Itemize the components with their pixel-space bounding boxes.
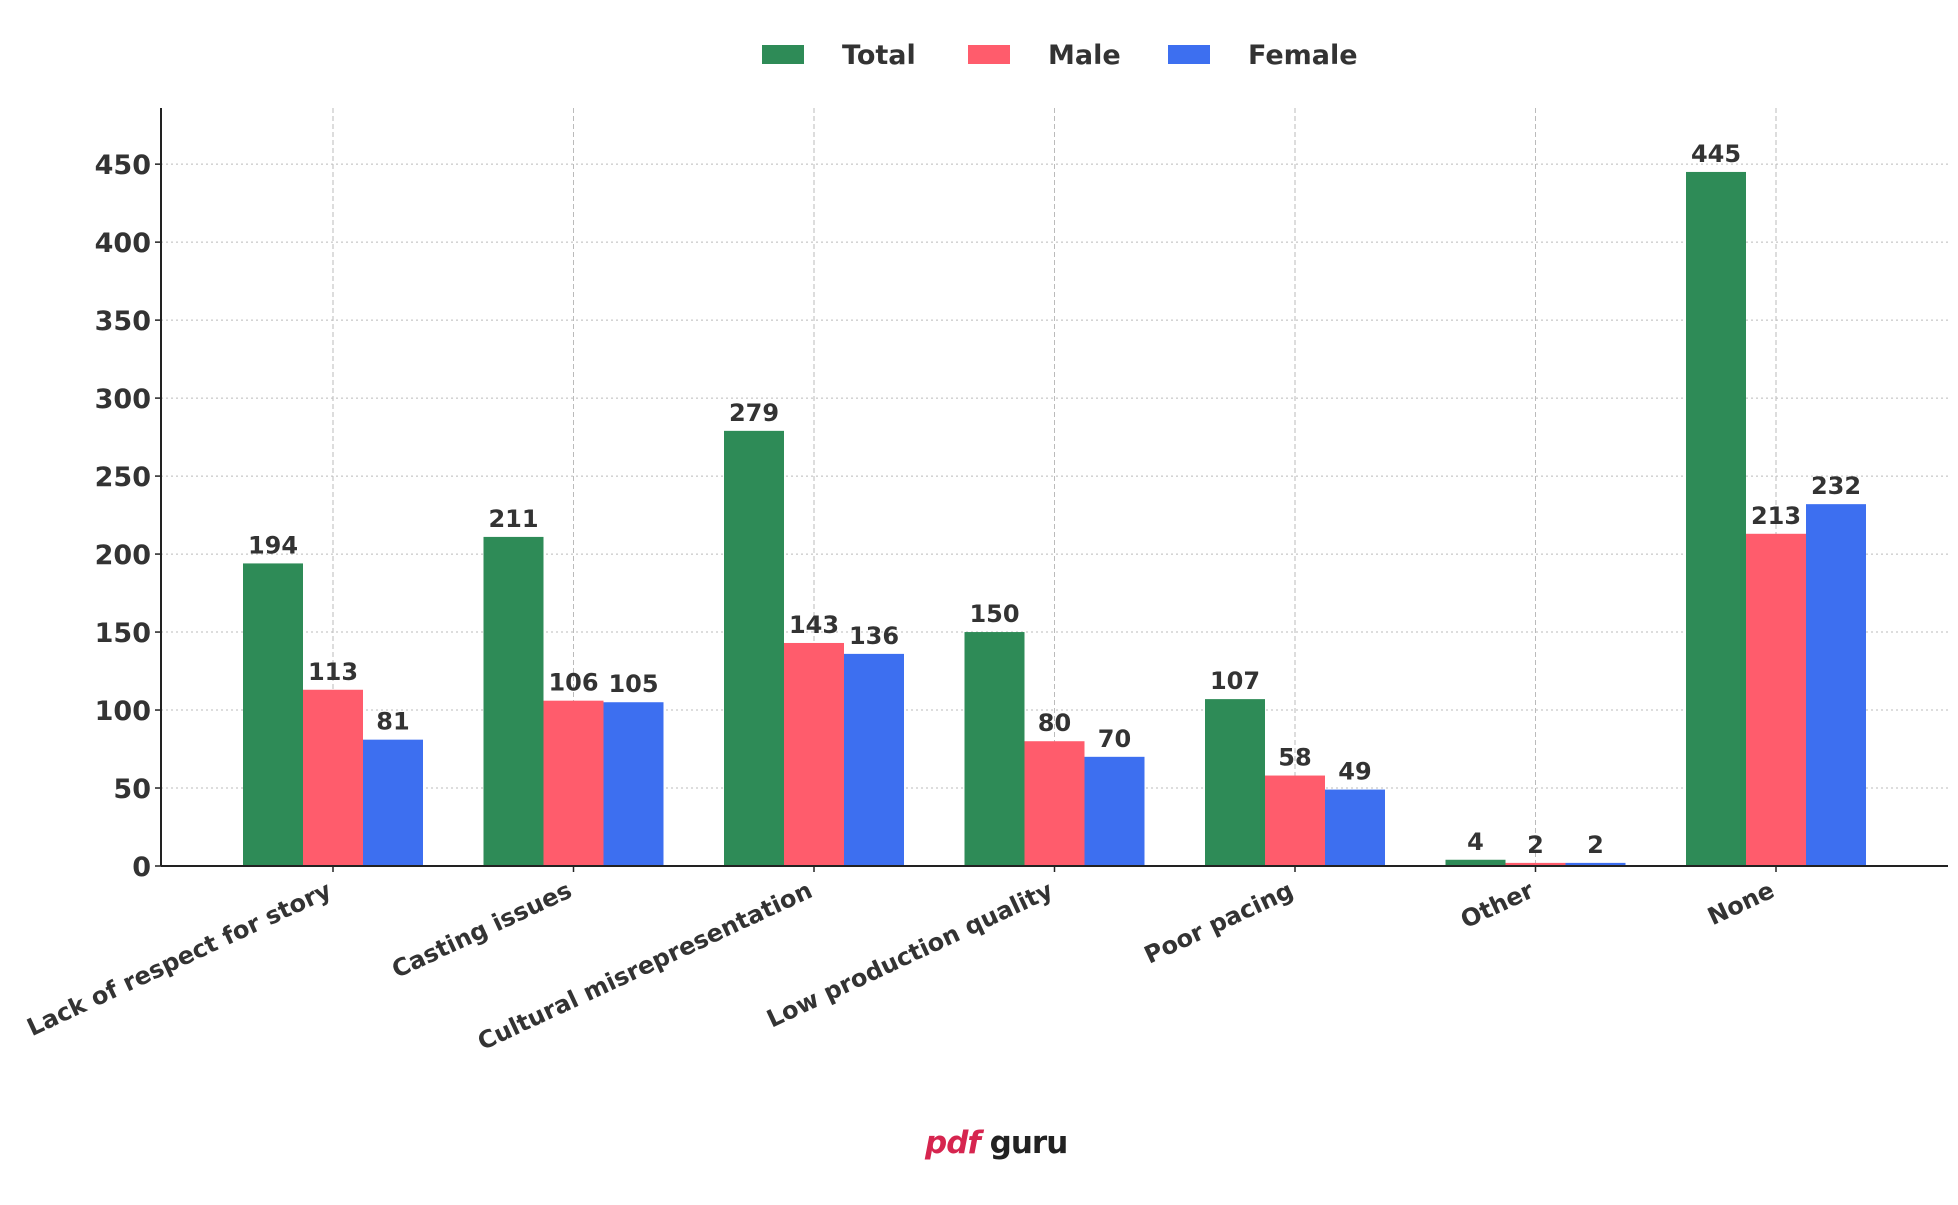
pdfguru-logo: pdf guru <box>925 1125 1069 1161</box>
bar-male <box>784 642 844 866</box>
y-tick-label: 250 <box>95 462 151 493</box>
data-label: 194 <box>248 531 298 559</box>
x-tick-label: None <box>1703 876 1778 931</box>
bar-male <box>1024 741 1085 866</box>
bar-male <box>1505 862 1566 866</box>
legend-label-male: Male <box>1048 40 1121 71</box>
x-tick-label: Poor pacing <box>1140 876 1298 969</box>
data-label: 2 <box>1527 831 1544 859</box>
y-tick-label: 100 <box>95 696 151 727</box>
bar-female <box>363 739 423 866</box>
data-label: 49 <box>1338 758 1371 786</box>
data-label: 279 <box>729 399 779 427</box>
data-label: 58 <box>1278 744 1311 772</box>
bar-male <box>303 689 363 866</box>
data-label: 80 <box>1038 709 1071 737</box>
bar-female <box>1806 504 1866 866</box>
data-label: 113 <box>308 658 358 686</box>
data-label: 4 <box>1467 828 1484 856</box>
x-tick-label: Lack of respect for story <box>23 876 336 1042</box>
y-tick-label: 0 <box>132 852 151 883</box>
data-label: 213 <box>1751 502 1801 530</box>
bar-female <box>603 702 664 866</box>
data-label: 150 <box>969 600 1019 628</box>
bar-total <box>483 536 544 866</box>
legend-label-female: Female <box>1248 40 1358 71</box>
legend-label-total: Total <box>842 40 916 71</box>
bar-female <box>844 653 904 866</box>
data-label: 143 <box>789 611 839 639</box>
legend-swatch-female <box>1168 45 1210 64</box>
data-label: 81 <box>376 708 409 736</box>
bar-total <box>1445 859 1506 866</box>
bar-female <box>1325 789 1385 866</box>
bar-total <box>1686 171 1746 866</box>
data-label: 136 <box>849 622 899 650</box>
logo-part-pdf: pdf <box>925 1125 981 1161</box>
y-tick-label: 200 <box>95 540 151 571</box>
bar-male <box>543 700 604 866</box>
y-tick-label: 150 <box>95 618 151 649</box>
data-label: 2 <box>1587 831 1604 859</box>
y-tick-label: 50 <box>113 774 151 805</box>
x-tick-label: Other <box>1456 876 1538 934</box>
bar-male <box>1265 775 1325 866</box>
bar-total <box>243 563 303 866</box>
y-tick-label: 400 <box>95 228 151 259</box>
bar-total <box>724 430 784 866</box>
data-label: 211 <box>488 505 538 533</box>
logo-part-guru: guru <box>989 1125 1069 1161</box>
bar-female <box>1084 756 1145 866</box>
data-label: 107 <box>1210 667 1260 695</box>
y-tick-label: 300 <box>95 384 151 415</box>
bar-total <box>964 632 1025 866</box>
legend-swatch-male <box>968 45 1010 64</box>
data-label: 105 <box>608 670 658 698</box>
bar-female <box>1565 862 1626 866</box>
legend-swatch-total <box>762 45 804 64</box>
data-label: 445 <box>1691 140 1741 168</box>
data-label: 232 <box>1811 472 1861 500</box>
data-label: 106 <box>548 669 598 697</box>
x-tick-label: Casting issues <box>388 876 576 984</box>
y-tick-label: 450 <box>95 150 151 181</box>
bar-total <box>1205 699 1265 866</box>
data-label: 70 <box>1098 725 1131 753</box>
y-tick-label: 350 <box>95 306 151 337</box>
bar-male <box>1746 533 1806 866</box>
